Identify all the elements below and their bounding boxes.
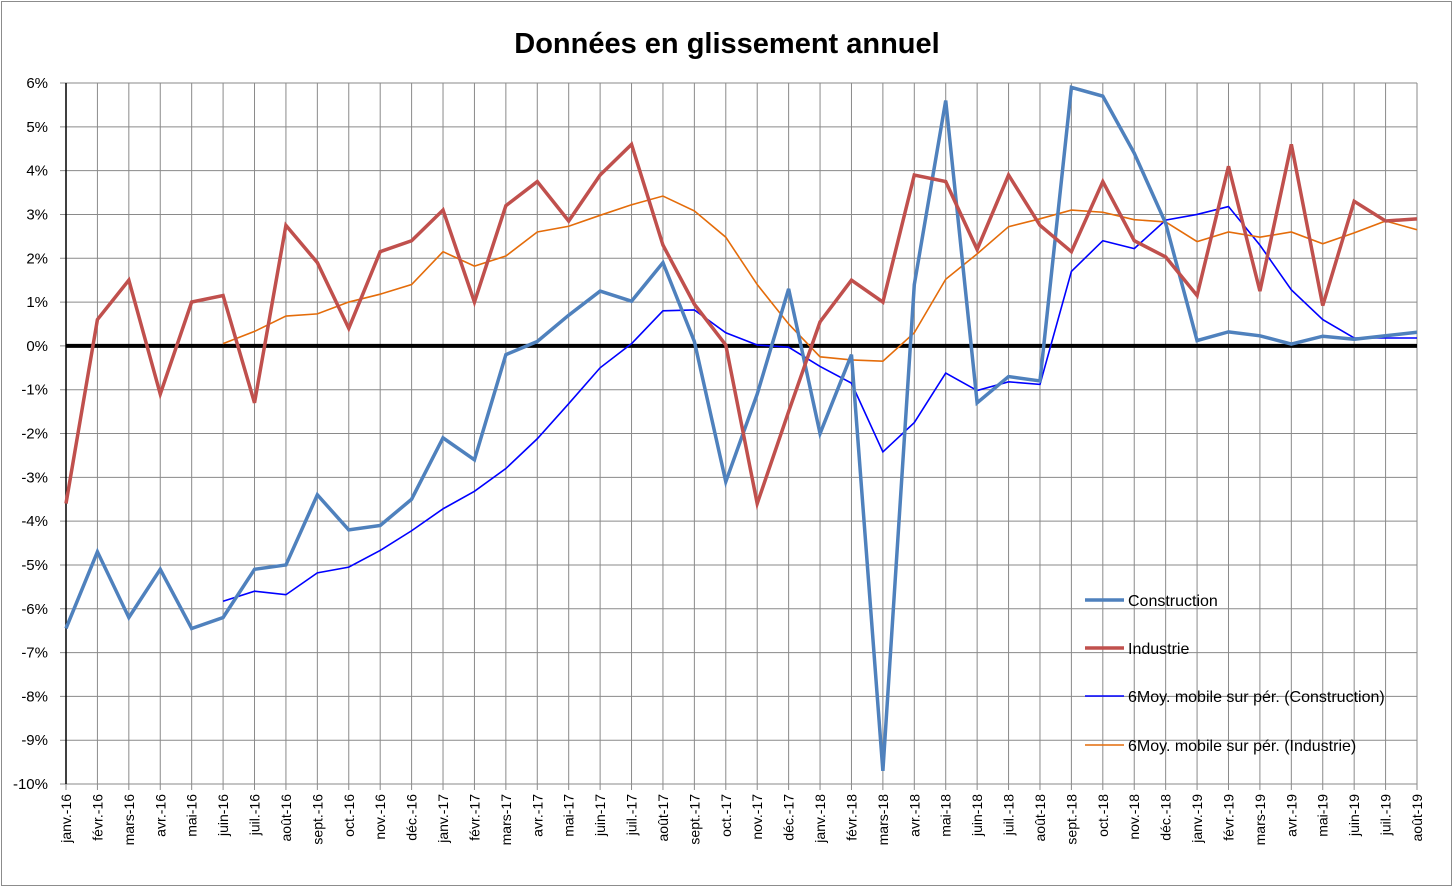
- chart-title: Données en glissement annuel: [514, 28, 940, 60]
- x-tick-label: janv.-19: [1189, 794, 1205, 844]
- legend-label: 6Moy. mobile sur pér. (Industrie): [1128, 738, 1356, 755]
- x-tick-label: mai-18: [938, 794, 954, 837]
- x-tick-label: mai-19: [1315, 794, 1331, 837]
- x-tick-label: avr.-16: [152, 794, 168, 837]
- x-tick-label: janv.-16: [58, 794, 74, 844]
- x-tick-label: sept.-16: [309, 794, 325, 845]
- x-tick-label: nov.-16: [372, 794, 388, 840]
- x-tick-label: oct.-16: [341, 794, 357, 837]
- x-tick-label: août-18: [1032, 794, 1048, 842]
- x-axis-ticks: janv.-16 févr.-16 mars-16 avr.-16 mai-16 juin…: [58, 794, 1425, 846]
- x-tick-label: nov.-18: [1126, 794, 1142, 840]
- y-tick-label: -3%: [21, 469, 48, 486]
- series-line-2: [64, 141, 1418, 511]
- x-tick-label: oct.-17: [718, 794, 734, 837]
- legend: Construction Industrie 6Moy. mobile sur pé…: [1085, 593, 1385, 755]
- x-tick-label: avr.-17: [529, 794, 545, 837]
- x-tick-label: août-19: [1409, 794, 1425, 842]
- x-tick-label: août-17: [655, 794, 671, 842]
- x-tick-label: déc.-18: [1158, 794, 1174, 841]
- series-line-4: [222, 195, 1418, 363]
- y-tick-label: 6%: [26, 75, 48, 92]
- x-tick-label: juil.-19: [1378, 794, 1394, 836]
- grid-lines: [60, 82, 1418, 790]
- x-tick-label: mars-16: [121, 794, 137, 846]
- x-tick-label: mai-16: [184, 794, 200, 837]
- x-tick-label: mars-19: [1252, 794, 1268, 846]
- series-line-1: [64, 85, 1418, 771]
- y-tick-label: -9%: [21, 732, 48, 749]
- y-axis-ticks: 6% 5% 4% 3% 2% 1% 0% -1% -2% -3% -4% -5% -6% -7% -8% -9…: [13, 75, 48, 793]
- x-tick-label: juil.-17: [624, 794, 640, 836]
- x-tick-label: avr.-18: [906, 794, 922, 837]
- y-tick-label: 5%: [26, 119, 48, 136]
- y-tick-label: -10%: [13, 776, 48, 793]
- x-tick-label: nov.-17: [749, 794, 765, 840]
- x-tick-label: juil.-16: [247, 794, 263, 836]
- x-tick-label: avr.-19: [1283, 794, 1299, 837]
- y-tick-label: 2%: [26, 250, 48, 267]
- x-tick-label: févr.-17: [466, 794, 482, 841]
- legend-label: Construction: [1128, 593, 1218, 610]
- x-tick-label: janv.-18: [812, 794, 828, 844]
- y-tick-label: 3%: [26, 206, 48, 223]
- x-tick-label: mars-17: [498, 794, 514, 846]
- y-tick-label: -1%: [21, 382, 48, 399]
- x-tick-label: févr.-16: [89, 794, 105, 841]
- x-tick-label: mai-17: [561, 794, 577, 837]
- x-tick-label: déc.-17: [781, 794, 797, 841]
- x-tick-label: mars-18: [875, 794, 891, 846]
- y-tick-label: -2%: [21, 426, 48, 443]
- x-tick-label: janv.-17: [435, 794, 451, 844]
- x-tick-label: juil.-18: [1001, 794, 1017, 836]
- x-tick-label: juin-16: [215, 794, 231, 837]
- y-tick-label: 0%: [26, 338, 48, 355]
- legend-label: 6Moy. mobile sur pér. (Construction): [1128, 689, 1385, 706]
- y-tick-label: -8%: [21, 688, 48, 705]
- series-lines: [64, 85, 1418, 771]
- x-tick-label: août-16: [278, 794, 294, 842]
- x-tick-label: févr.-18: [843, 794, 859, 841]
- legend-label: Industrie: [1128, 641, 1189, 658]
- x-tick-label: sept.-17: [686, 794, 702, 845]
- x-tick-label: sept.-18: [1063, 794, 1079, 845]
- x-tick-label: juin-18: [969, 794, 985, 837]
- x-tick-label: juin-19: [1346, 794, 1362, 837]
- y-tick-label: 4%: [26, 163, 48, 180]
- x-tick-label: déc.-16: [404, 794, 420, 841]
- y-tick-label: -6%: [21, 601, 48, 618]
- y-tick-label: -5%: [21, 557, 48, 574]
- x-tick-label: oct.-18: [1095, 794, 1111, 837]
- x-tick-label: juin-17: [592, 794, 608, 837]
- x-tick-label: févr.-19: [1220, 794, 1236, 841]
- y-tick-label: -7%: [21, 645, 48, 662]
- y-tick-label: 1%: [26, 294, 48, 311]
- y-tick-label: -4%: [21, 513, 48, 530]
